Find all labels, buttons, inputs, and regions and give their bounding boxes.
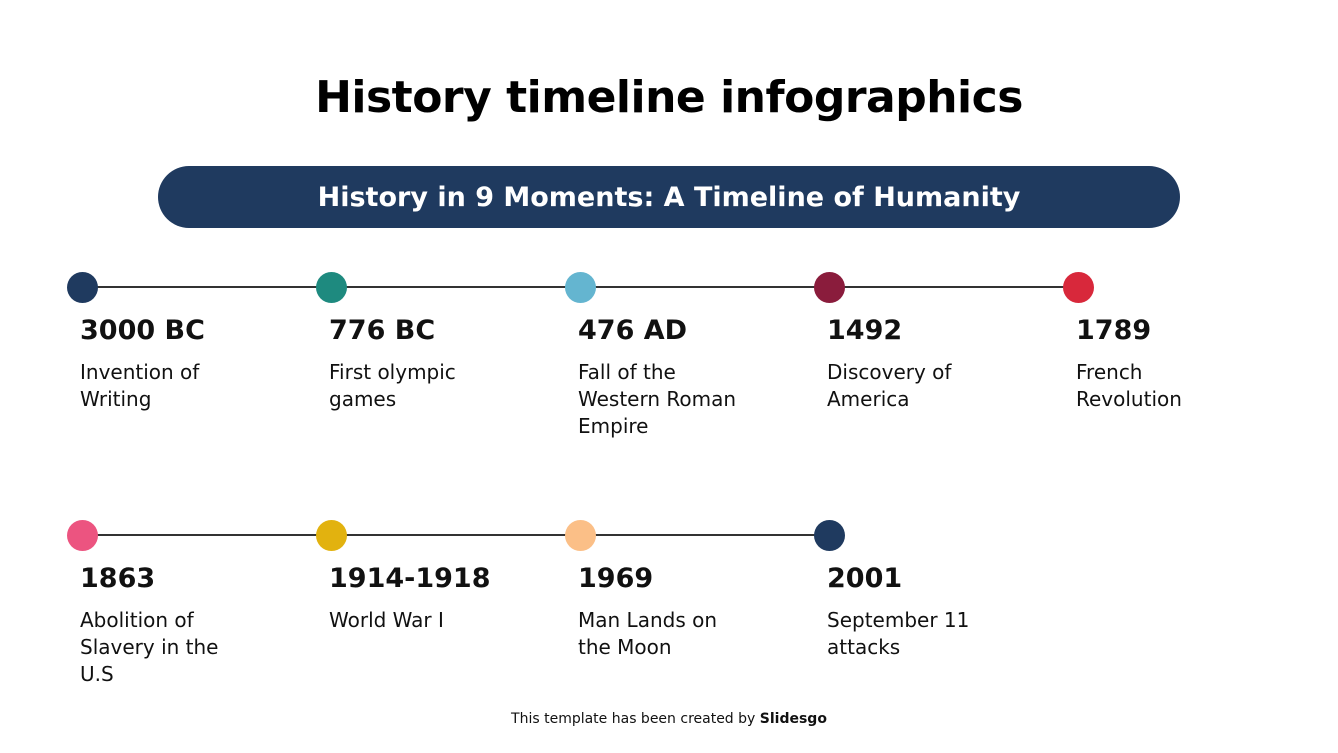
timeline-event: 776 BC First olympic games: [329, 315, 549, 413]
timeline-event: 1789 French Revolution: [1076, 315, 1296, 413]
event-year: 3000 BC: [80, 315, 205, 346]
banner-text: History in 9 Moments: A Timeline of Huma…: [317, 181, 1021, 213]
footer-credit: This template has been created by Slides…: [0, 711, 1338, 727]
timeline-event: 2001 September 11 attacks: [827, 563, 1047, 661]
event-year: 1969: [578, 563, 654, 594]
event-year: 2001: [827, 563, 903, 594]
timeline-dot: [67, 520, 98, 551]
event-description: French Revolution: [1076, 360, 1182, 411]
timeline-dot: [814, 272, 845, 303]
timeline-dot: [67, 272, 98, 303]
timeline-dot: [814, 520, 845, 551]
timeline-dot: [316, 272, 347, 303]
event-description: First olympic games: [329, 360, 456, 411]
subtitle-banner: History in 9 Moments: A Timeline of Huma…: [158, 166, 1180, 228]
event-description: September 11 attacks: [827, 608, 970, 659]
event-description: Discovery of America: [827, 360, 952, 411]
timeline-event: 1492 Discovery of America: [827, 315, 1047, 413]
event-year: 1914-1918: [329, 563, 491, 594]
event-year: 1492: [827, 315, 903, 346]
brand-link[interactable]: Slidesgo: [759, 711, 827, 727]
page-title: History timeline infographics: [315, 72, 1023, 123]
event-description: Man Lands on the Moon: [578, 608, 718, 659]
footer-text: This template has been created by: [511, 711, 760, 727]
timeline-dot: [565, 272, 596, 303]
timeline-event: 3000 BC Invention of Writing: [80, 315, 300, 413]
timeline-dot: [565, 520, 596, 551]
event-year: 1863: [80, 563, 156, 594]
timeline-dot: [1063, 272, 1094, 303]
timeline-event: 1969 Man Lands on the Moon: [578, 563, 798, 661]
timeline-event: 1914-1918 World War I: [329, 563, 549, 634]
timeline-line-row-2: [82, 534, 830, 536]
event-description: Abolition of Slavery in the U.S: [80, 608, 219, 686]
event-description: World War I: [329, 608, 444, 632]
event-description: Fall of the Western Roman Empire: [578, 360, 737, 438]
timeline-event: 1863 Abolition of Slavery in the U.S: [80, 563, 300, 688]
event-year: 776 BC: [329, 315, 436, 346]
event-description: Invention of Writing: [80, 360, 200, 411]
event-year: 476 AD: [578, 315, 688, 346]
timeline-event: 476 AD Fall of the Western Roman Empire: [578, 315, 798, 440]
event-year: 1789: [1076, 315, 1152, 346]
timeline-dot: [316, 520, 347, 551]
